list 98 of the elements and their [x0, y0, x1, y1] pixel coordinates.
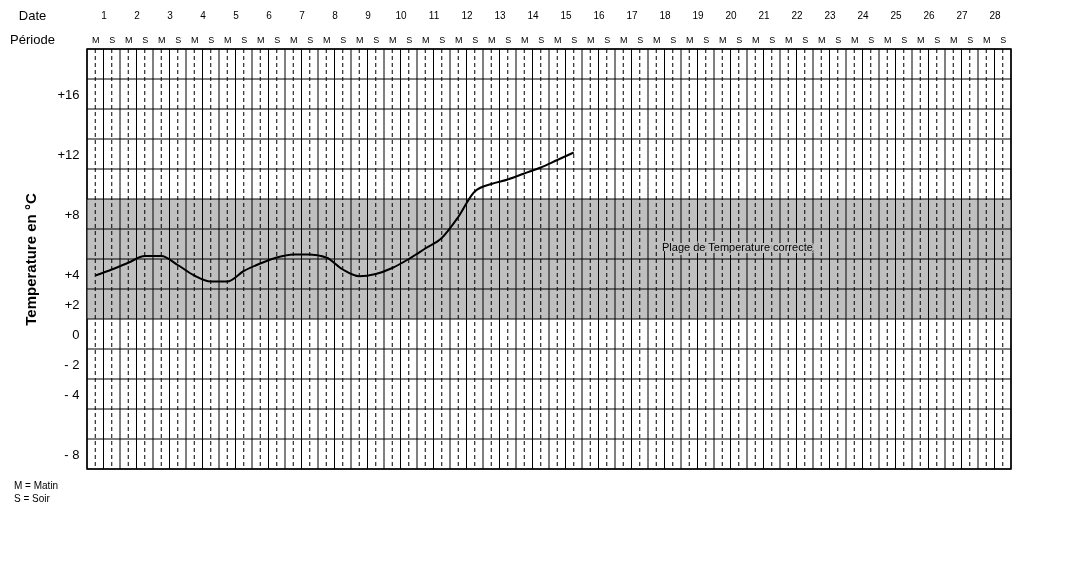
x-tick-label: M [455, 34, 463, 45]
x2-tick-label: 1 [101, 9, 108, 21]
y-tick-label: +16 [57, 86, 80, 102]
x-tick-label: S [604, 34, 611, 45]
y-tick-label: - 2 [64, 356, 80, 372]
x2-tick-label: 16 [593, 9, 605, 21]
x-tick-label: M [950, 34, 958, 45]
x-tick-label: M [158, 34, 166, 45]
x2-tick-label: 19 [692, 9, 704, 21]
x-tick-label: M [323, 34, 331, 45]
x2-tick-label: 27 [956, 9, 968, 21]
x2-tick-label: 24 [857, 9, 869, 21]
x-tick-label: S [901, 34, 908, 45]
x-tick-label: S [802, 34, 809, 45]
x2-tick-label: 21 [758, 9, 770, 21]
x2-tick-label: 18 [659, 9, 671, 21]
y-tick-label: - 4 [64, 386, 80, 402]
x-tick-label: S [439, 34, 446, 45]
x-tick-label: M [818, 34, 826, 45]
y-tick-label: +8 [64, 206, 80, 222]
x-tick-label: S [637, 34, 644, 45]
x-tick-label: M [389, 34, 397, 45]
x2-tick-label: 17 [626, 9, 638, 21]
x-tick-label: M [884, 34, 892, 45]
x2-tick-label: 13 [494, 9, 506, 21]
x-tick-label: S [505, 34, 512, 45]
x-tick-label: M [587, 34, 595, 45]
x2-tick-label: 20 [725, 9, 737, 21]
y-tick-label: 0 [72, 326, 80, 342]
x-tick-label: S [175, 34, 182, 45]
x-tick-label: M [653, 34, 661, 45]
x-tick-label: M [851, 34, 859, 45]
x-tick-label: M [686, 34, 694, 45]
x-tick-label: S [208, 34, 215, 45]
x-tick-label: S [373, 34, 380, 45]
x-tick-label: S [670, 34, 677, 45]
x-tick-label: M [785, 34, 793, 45]
x-tick-label: M [422, 34, 430, 45]
x-axis-title: Période [10, 31, 55, 47]
x2-axis-title: Date [18, 7, 47, 23]
x-tick-label: M [752, 34, 760, 45]
x2-tick-label: 3 [167, 9, 174, 21]
x-tick-label: S [538, 34, 545, 45]
x2-tick-label: 25 [890, 9, 902, 21]
x-tick-label: S [571, 34, 578, 45]
x2-tick-label: 7 [299, 9, 306, 21]
x-tick-label: M [92, 34, 100, 45]
x-tick-label: M [191, 34, 199, 45]
x2-tick-label: 6 [266, 9, 273, 21]
x-tick-label: S [472, 34, 479, 45]
x2-tick-label: 23 [824, 9, 836, 21]
x2-tick-label: 15 [560, 9, 572, 21]
x-tick-label: M [620, 34, 628, 45]
x-tick-label: S [109, 34, 116, 45]
x-tick-label: S [142, 34, 149, 45]
x2-tick-label: 10 [395, 9, 407, 21]
x-tick-label: S [241, 34, 248, 45]
x-tick-label: M [521, 34, 529, 45]
x-tick-label: M [257, 34, 265, 45]
x-tick-label: S [274, 34, 281, 45]
x-tick-label: S [406, 34, 413, 45]
x-tick-label: S [967, 34, 974, 45]
x-tick-label: M [125, 34, 133, 45]
x-tick-label: S [769, 34, 776, 45]
y-tick-label: +12 [57, 146, 80, 162]
y-tick-label: - 8 [64, 446, 80, 462]
x2-tick-label: 8 [332, 9, 339, 21]
x-tick-label: M [356, 34, 364, 45]
x-tick-label: S [934, 34, 941, 45]
x2-tick-label: 5 [233, 9, 240, 21]
x-tick-label: M [554, 34, 562, 45]
y-tick-label: +4 [64, 266, 80, 282]
x2-tick-label: 2 [134, 9, 141, 21]
x-tick-label: S [1000, 34, 1007, 45]
x-tick-label: S [340, 34, 347, 45]
x2-tick-label: 14 [527, 9, 539, 21]
x2-tick-label: 11 [428, 9, 440, 21]
x2-tick-label: 9 [365, 9, 372, 21]
text: M = Matin [14, 480, 60, 491]
x-tick-label: M [290, 34, 298, 45]
x2-tick-label: 12 [461, 9, 473, 21]
x-tick-label: S [703, 34, 710, 45]
x2-tick-label: 26 [923, 9, 935, 21]
x-tick-label: M [719, 34, 727, 45]
x-tick-label: M [224, 34, 232, 45]
x-tick-label: M [983, 34, 991, 45]
x2-tick-label: 28 [989, 9, 1001, 21]
x-tick-label: S [736, 34, 743, 45]
x2-tick-label: 4 [200, 9, 207, 21]
y-tick-label: +2 [64, 296, 80, 312]
y-axis-title: Temperature en °C [22, 193, 40, 326]
x-tick-label: S [868, 34, 875, 45]
text: S = Soir [14, 493, 51, 504]
x-tick-label: M [917, 34, 925, 45]
x-tick-label: M [488, 34, 496, 45]
x2-tick-label: 22 [791, 9, 803, 21]
x-tick-label: S [835, 34, 842, 45]
x-tick-label: S [307, 34, 314, 45]
